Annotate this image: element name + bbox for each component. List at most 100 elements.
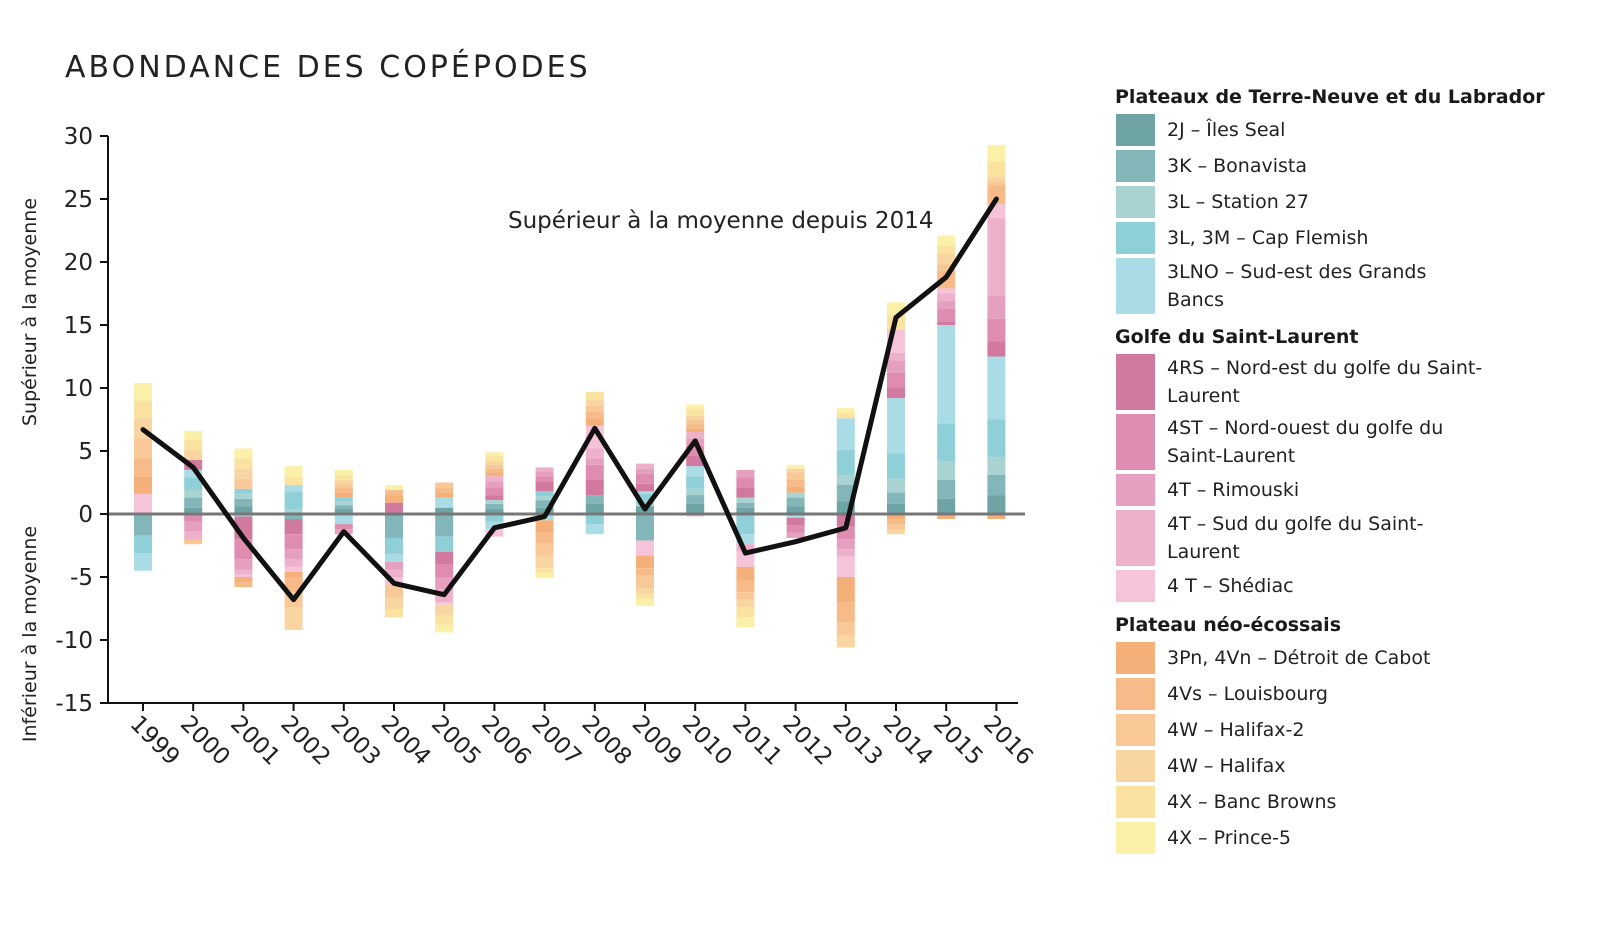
bar-segment [234,488,253,494]
bar-segment [937,263,956,271]
bar-segment [686,445,705,457]
bar-segment [435,624,454,633]
legend-label: 4ST – Nord-ouest du golfe du Saint-Laure… [1167,417,1444,467]
legend-item: 4T – Sud du golfe du Saint-Laurent [1116,510,1595,566]
bar-segment [585,464,604,480]
bar-segment [284,571,303,577]
bar-segment [284,485,303,492]
bar-segment [435,482,454,488]
legend-item: 3L – Station 27 [1116,186,1595,218]
bar-segment [786,517,805,526]
x-tick-label: 2005 [426,711,486,771]
bar-segment [786,468,805,473]
bar-segment [234,498,253,507]
bar-segment [937,245,956,254]
bar-segment [736,469,755,478]
y-axis-label-bottom: Inférieur à la moyenne [19,526,41,742]
bar-segment [334,474,353,480]
bar-segment [937,308,956,322]
bar-segment [585,524,604,535]
legend-label: 3LNO – Sud-est des Grands Bancs [1167,261,1427,311]
bar-segment [535,491,554,497]
bar-segment [686,488,705,496]
bar-segment [887,352,905,361]
legend-swatch [1116,678,1155,710]
legend-swatch [1116,750,1155,782]
bar-segment [435,507,454,514]
bar-segment [435,564,454,577]
y-tick-label: 15 [64,313,93,339]
bar-segment [887,360,905,373]
bar-segment [385,609,403,618]
bar-segment [887,519,905,525]
bar-segment [234,582,253,588]
bar-segment [887,398,905,454]
legend-swatch [1116,258,1155,314]
bar-segment [987,356,1006,420]
bar-segment [987,296,1006,319]
bar-segment [736,579,755,593]
bar-segment [636,463,654,469]
bar-segment [636,593,654,599]
legend-label: 3L – Station 27 [1167,191,1310,213]
bar-segment [284,607,303,630]
bar-segment [535,568,554,574]
bar-segment [987,457,1006,475]
bar-segment [134,458,152,477]
bar-segment [736,502,755,508]
bar-segment [836,622,855,635]
bar-segment [636,493,654,502]
bar-segment [334,524,353,530]
x-tick-label: 2006 [476,711,536,771]
bar-segment [987,181,1006,186]
bar-segment [786,514,805,518]
bar-segment [284,477,303,486]
legend-group: Plateau néo-écossais 3Pn, 4Vn – Détroit d… [1115,614,1595,854]
bar-segment [334,469,353,475]
bar-segment [234,506,253,514]
bar-segment [937,301,956,309]
bar-segment [636,540,654,556]
legend-swatch [1116,354,1155,410]
bar-segment [786,492,805,498]
bar-segment [987,419,1006,458]
bar-segment [435,497,454,508]
bar-segment [887,453,905,479]
bar-segment [134,438,152,459]
legend-swatch [1116,474,1155,506]
chart-title: ABONDANCE DES COPÉPODES [65,50,591,85]
bar-segment [234,577,253,583]
legend-item: 3L, 3M – Cap Flemish [1116,222,1595,254]
y-tick-label: -10 [55,628,93,654]
bar-segment [836,602,855,623]
bar-segment [836,539,855,550]
legend-label: 3Pn, 4Vn – Détroit de Cabot [1167,647,1431,669]
bar-segment [585,479,604,496]
bar-segment [686,409,705,416]
legend-item: 4T – Rimouski [1116,474,1595,506]
bar-segment [134,382,152,401]
bar-segment [435,602,454,605]
bar-segment [836,474,855,486]
bar-segment [435,551,454,565]
bar-segment [535,471,554,477]
bar-segment [585,418,604,426]
bar-segment [535,481,554,492]
bar-segment [636,598,654,606]
bar-segment [987,514,1006,520]
bar-segment [636,483,654,492]
legend-group: Plateaux de Terre-Neuve et du Labrador 2J… [1115,86,1595,314]
bar-segment [686,495,705,504]
legend-item: 4X – Banc Browns [1116,786,1595,818]
bar-segment [786,479,805,487]
bar-segment [284,534,303,550]
bar-segment [736,592,755,600]
bar-segment [836,634,855,648]
y-tick-label: 25 [64,187,93,213]
bar-segment [284,514,303,520]
legend-label: 4W – Halifax-2 [1167,719,1305,741]
legend: Plateaux de Terre-Neuve et du Labrador 2J… [1115,86,1595,866]
bar-segment [636,514,654,541]
bar-segment [485,452,504,457]
bar-segment [134,535,152,554]
